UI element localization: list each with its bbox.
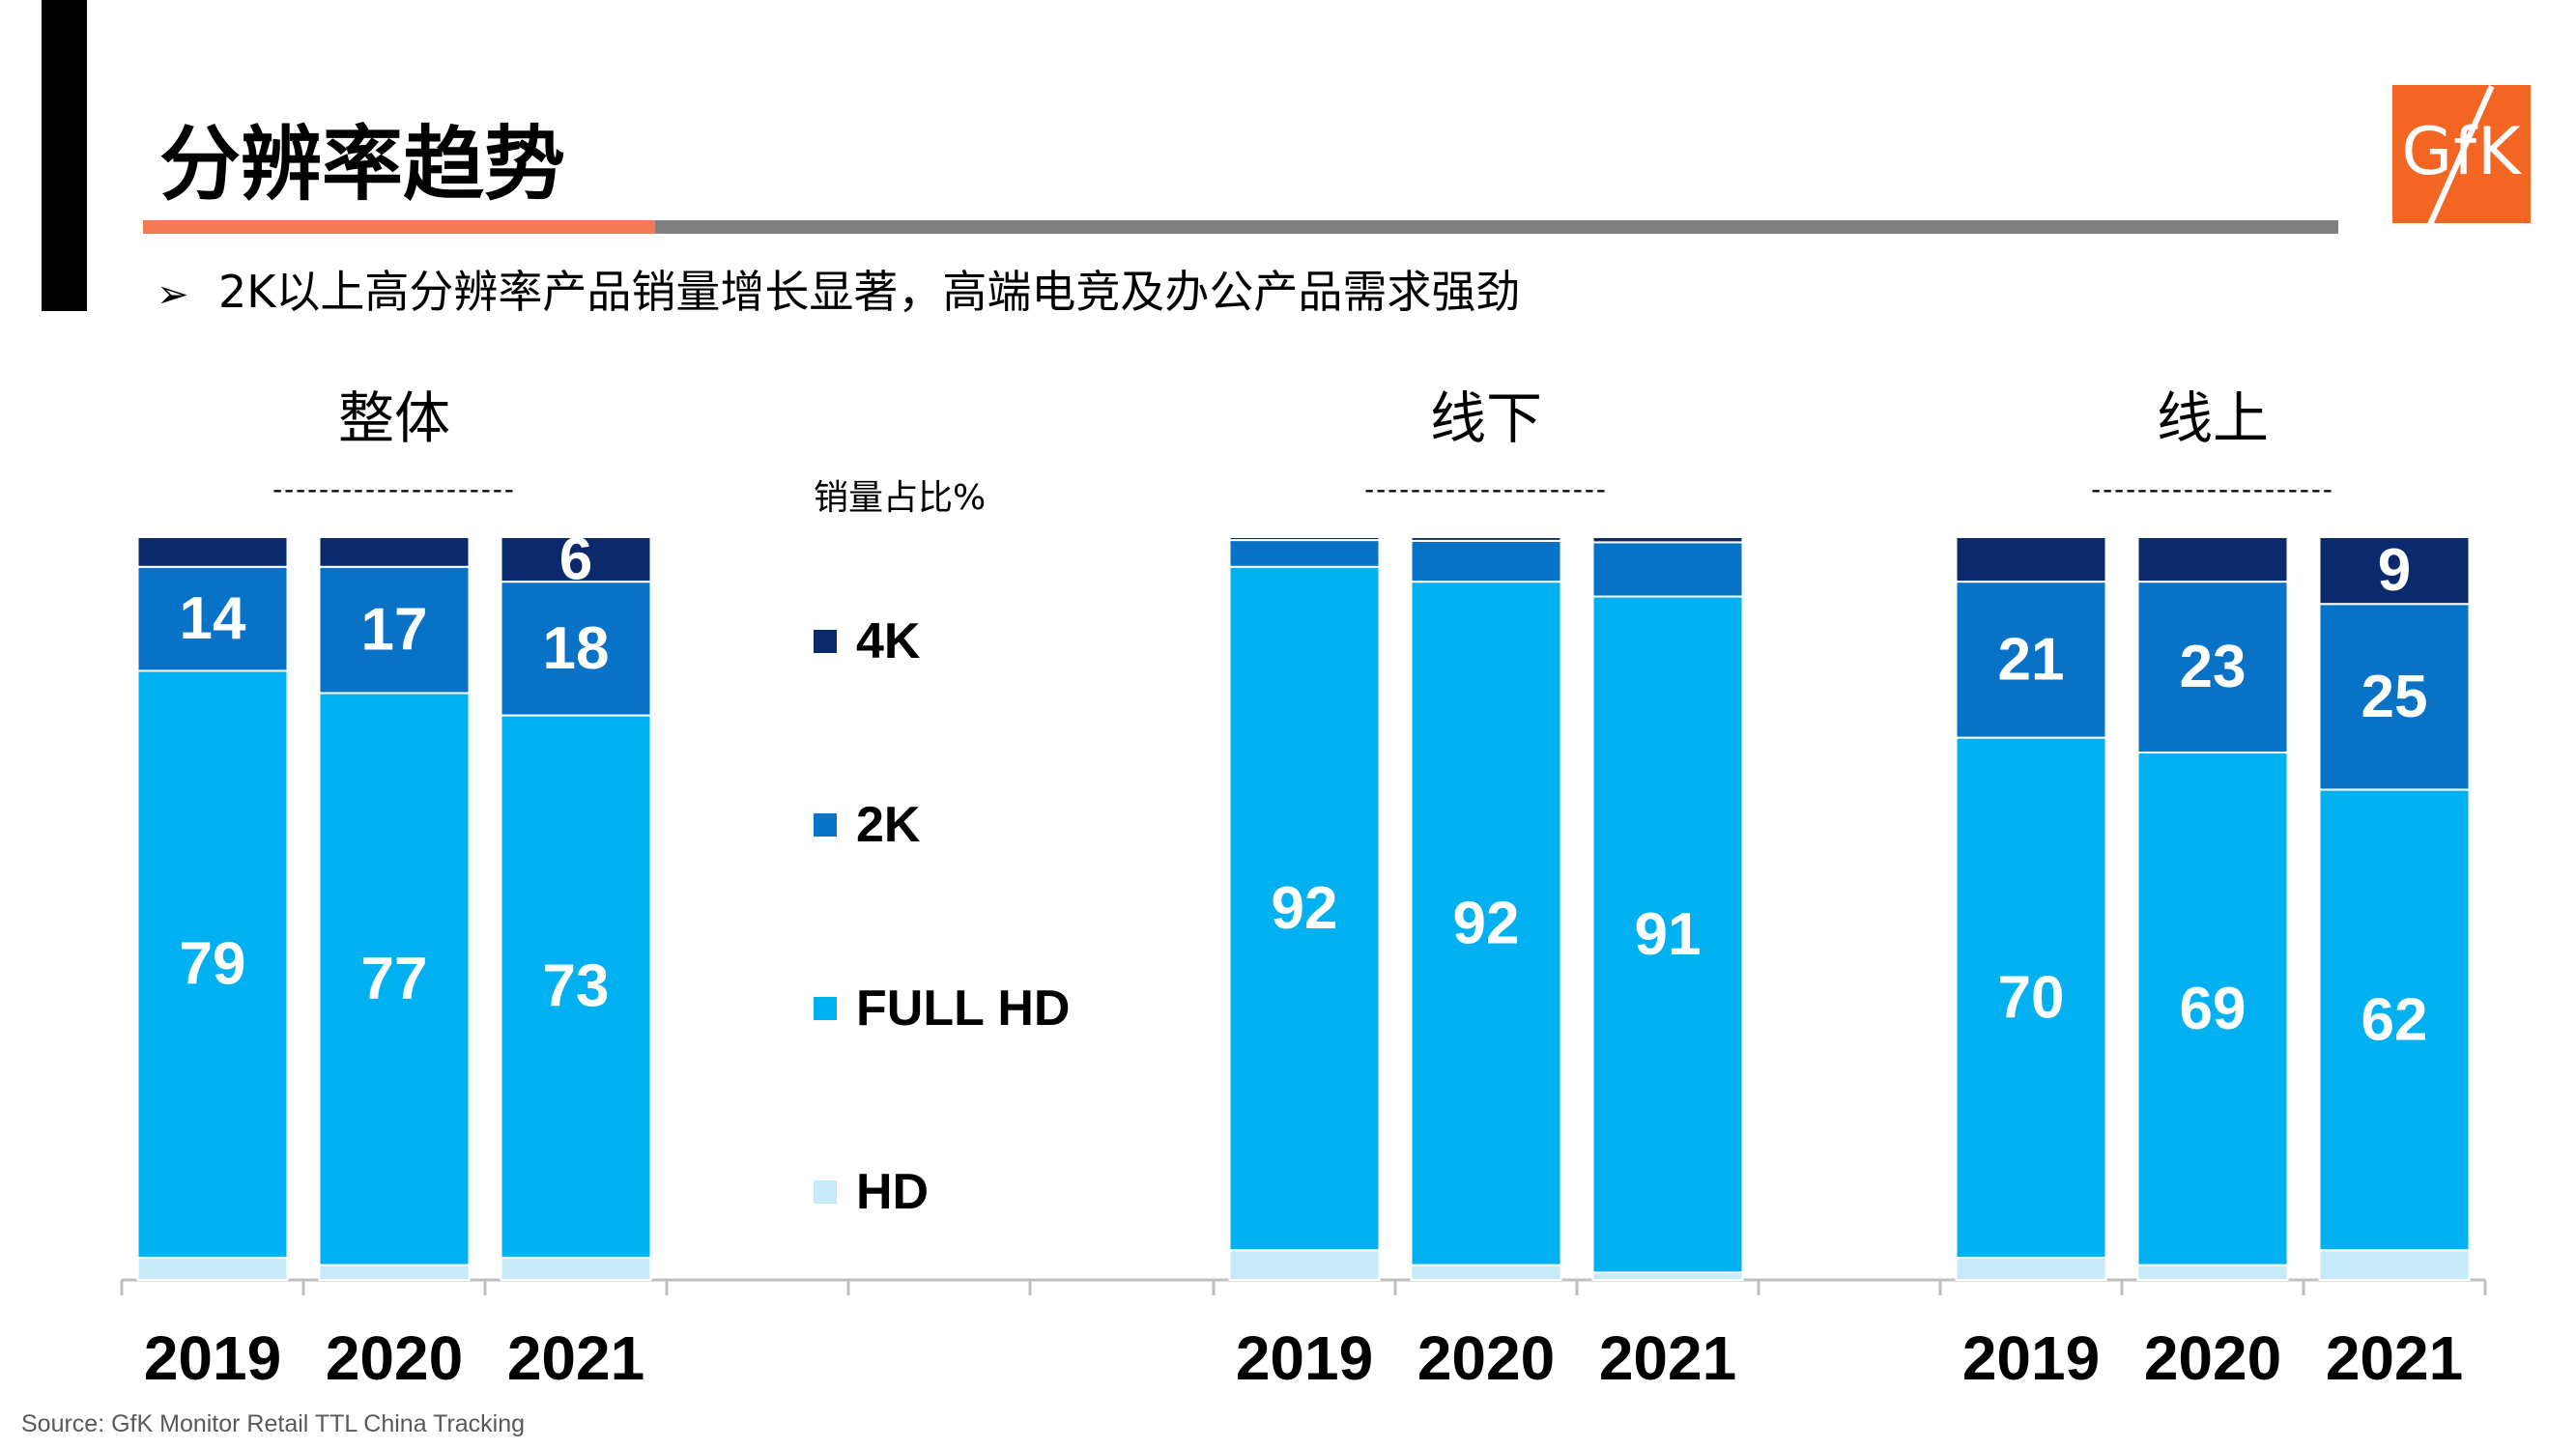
data-label-2-2020-2k: 23 <box>2180 634 2247 700</box>
x-tick-label-0-2019: 2019 <box>144 1323 281 1393</box>
bar-1-2019-hd <box>1228 1249 1381 1281</box>
x-tick-label-1-2020: 2020 <box>1417 1323 1555 1393</box>
bar-0-2021-hd <box>500 1256 652 1282</box>
data-label-0-2020-2k: 17 <box>361 597 428 664</box>
data-label-0-2019-full-hd: 79 <box>180 931 246 998</box>
x-tick-label-0-2021: 2021 <box>507 1323 644 1393</box>
bar-1-2021-4k <box>1591 536 1744 544</box>
x-tick-label-2-2019: 2019 <box>1962 1323 2100 1393</box>
data-label-2-2020-full-hd: 69 <box>2180 976 2247 1042</box>
legend-item-4k: 4K <box>814 612 920 670</box>
data-label-0-2021-2k: 18 <box>543 615 610 682</box>
x-tick-label-1-2021: 2021 <box>1599 1323 1736 1393</box>
legend-swatch <box>814 997 837 1020</box>
bar-0-2020-hd <box>318 1264 471 1281</box>
bar-1-2020-4k <box>1410 536 1562 542</box>
bar-0-2019-hd <box>136 1256 289 1282</box>
x-tick-label-1-2019: 2019 <box>1236 1323 1373 1393</box>
legend-label: FULL HD <box>856 980 1071 1037</box>
bar-2-2019-hd <box>1955 1256 2107 1282</box>
panel-title-0: 整体 <box>337 385 450 451</box>
title-rule-accent <box>143 220 655 234</box>
data-label-1-2021-full-hd: 91 <box>1635 901 1702 968</box>
bar-0-2021-2k <box>500 581 652 717</box>
x-tick-label-2-2020: 2020 <box>2144 1323 2281 1393</box>
bar-2-2019-4k <box>1955 536 2107 583</box>
legend-swatch <box>814 630 837 653</box>
subtitle-text: 2K以上高分辨率产品销量增长显著，高端电竞及办公产品需求强劲 <box>218 266 1521 318</box>
bar-2-2021-hd <box>2318 1249 2471 1281</box>
bar-2-2020-full-hd <box>2136 752 2289 1266</box>
data-label-0-2021-4k: 6 <box>559 526 592 593</box>
data-label-2-2019-full-hd: 70 <box>1998 964 2065 1031</box>
data-label-0-2020-full-hd: 77 <box>361 946 428 1012</box>
data-label-1-2019-full-hd: 92 <box>1272 875 1338 942</box>
legend-item-hd: HD <box>814 1163 929 1221</box>
bar-1-2020-2k <box>1410 539 1562 583</box>
bar-0-2019-4k <box>136 536 289 568</box>
bullet-arrow-icon: ➢ <box>157 272 189 317</box>
legend-label: 2K <box>856 797 921 853</box>
bar-1-2019-full-hd <box>1228 565 1381 1252</box>
bar-1-2021-hd <box>1591 1271 1744 1282</box>
legend-swatch <box>814 1180 837 1204</box>
gfk-logo: GfK <box>2392 85 2531 223</box>
subtitle-bullet: ➢ 2K以上高分辨率产品销量增长显著，高端电竞及办公产品需求强劲 <box>157 262 1520 325</box>
bar-0-2019-full-hd <box>136 669 289 1259</box>
bar-0-2020-2k <box>318 565 471 695</box>
bar-1-2019-2k <box>1228 539 1381 568</box>
bar-1-2021-2k <box>1591 541 1744 598</box>
data-label-0-2019-2k: 14 <box>180 585 246 652</box>
data-label-2-2021-4k: 9 <box>2378 537 2411 604</box>
bar-1-2020-full-hd <box>1410 581 1562 1266</box>
bar-1-2021-full-hd <box>1591 595 1744 1274</box>
panel-dash-1: --------------------- <box>1364 473 1608 505</box>
panel-title-2: 线上 <box>2156 385 2269 451</box>
bar-2-2020-4k <box>2136 536 2289 583</box>
data-label-2-2021-full-hd: 62 <box>2361 986 2428 1053</box>
legend-label: HD <box>856 1164 930 1220</box>
bar-0-2019-2k <box>136 565 289 672</box>
bar-2-2019-full-hd <box>1955 736 2107 1259</box>
panel-title-1: 线下 <box>1429 385 1542 451</box>
legend-swatch <box>814 813 837 837</box>
left-accent-bar <box>42 0 87 311</box>
page-title: 分辨率趋势 <box>159 117 566 212</box>
title-rule <box>655 220 2338 234</box>
bar-1-2020-hd <box>1410 1264 1562 1281</box>
bar-2-2020-hd <box>2136 1264 2289 1281</box>
bar-0-2021-full-hd <box>500 714 652 1259</box>
legend-title: 销量占比% <box>814 478 987 518</box>
bar-0-2021-4k <box>500 536 652 583</box>
data-label-1-2020-full-hd: 92 <box>1453 890 1520 956</box>
panel-dash-0: --------------------- <box>272 473 516 505</box>
panel-dash-2: --------------------- <box>2091 473 2334 505</box>
bar-0-2020-full-hd <box>318 692 471 1266</box>
legend-label: 4K <box>856 613 921 669</box>
bar-2-2021-2k <box>2318 603 2471 791</box>
x-tick-label-0-2020: 2020 <box>326 1323 463 1393</box>
bar-0-2020-4k <box>318 536 471 568</box>
data-label-2-2019-2k: 21 <box>1998 626 2065 693</box>
bar-2-2019-2k <box>1955 581 2107 739</box>
data-label-0-2021-full-hd: 73 <box>543 953 610 1020</box>
x-tick-label-2-2021: 2021 <box>2326 1323 2463 1393</box>
data-label-2-2021-2k: 25 <box>2361 664 2428 730</box>
source-note: Source: GfK Monitor Retail TTL China Tra… <box>21 1410 526 1437</box>
legend-item-full-hd: FULL HD <box>814 980 1070 1037</box>
bar-2-2021-full-hd <box>2318 788 2471 1252</box>
legend-item-2k: 2K <box>814 796 920 854</box>
bar-2-2021-4k <box>2318 536 2471 606</box>
logo-text: GfK <box>2401 114 2522 190</box>
bar-1-2019-4k <box>1228 536 1381 542</box>
bar-2-2020-2k <box>2136 581 2289 754</box>
